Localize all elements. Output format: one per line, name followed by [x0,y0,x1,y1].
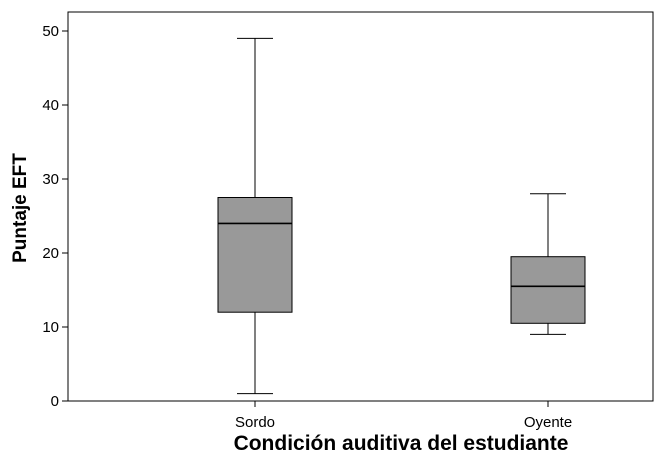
y-axis: 0 10 20 30 40 50 [42,23,68,410]
y-tick-label: 0 [51,393,59,410]
boxes-layer [217,37,586,395]
iqr-box [217,197,293,313]
y-tick-label: 40 [42,97,59,114]
y-tick-label: 50 [42,23,59,40]
x-tick-label: Oyente [524,414,572,431]
x-axis-title: Condición auditiva del estudiante [234,432,569,454]
y-tick-label: 10 [42,319,59,336]
y-tick-label: 30 [42,171,59,188]
x-axis: Sordo Oyente [235,401,572,431]
y-tick-label: 20 [42,245,59,262]
iqr-box [510,256,586,324]
y-axis-title: Puntaje EFT [10,153,31,263]
plot-area-frame [67,11,654,402]
x-tick-label: Sordo [235,414,275,431]
